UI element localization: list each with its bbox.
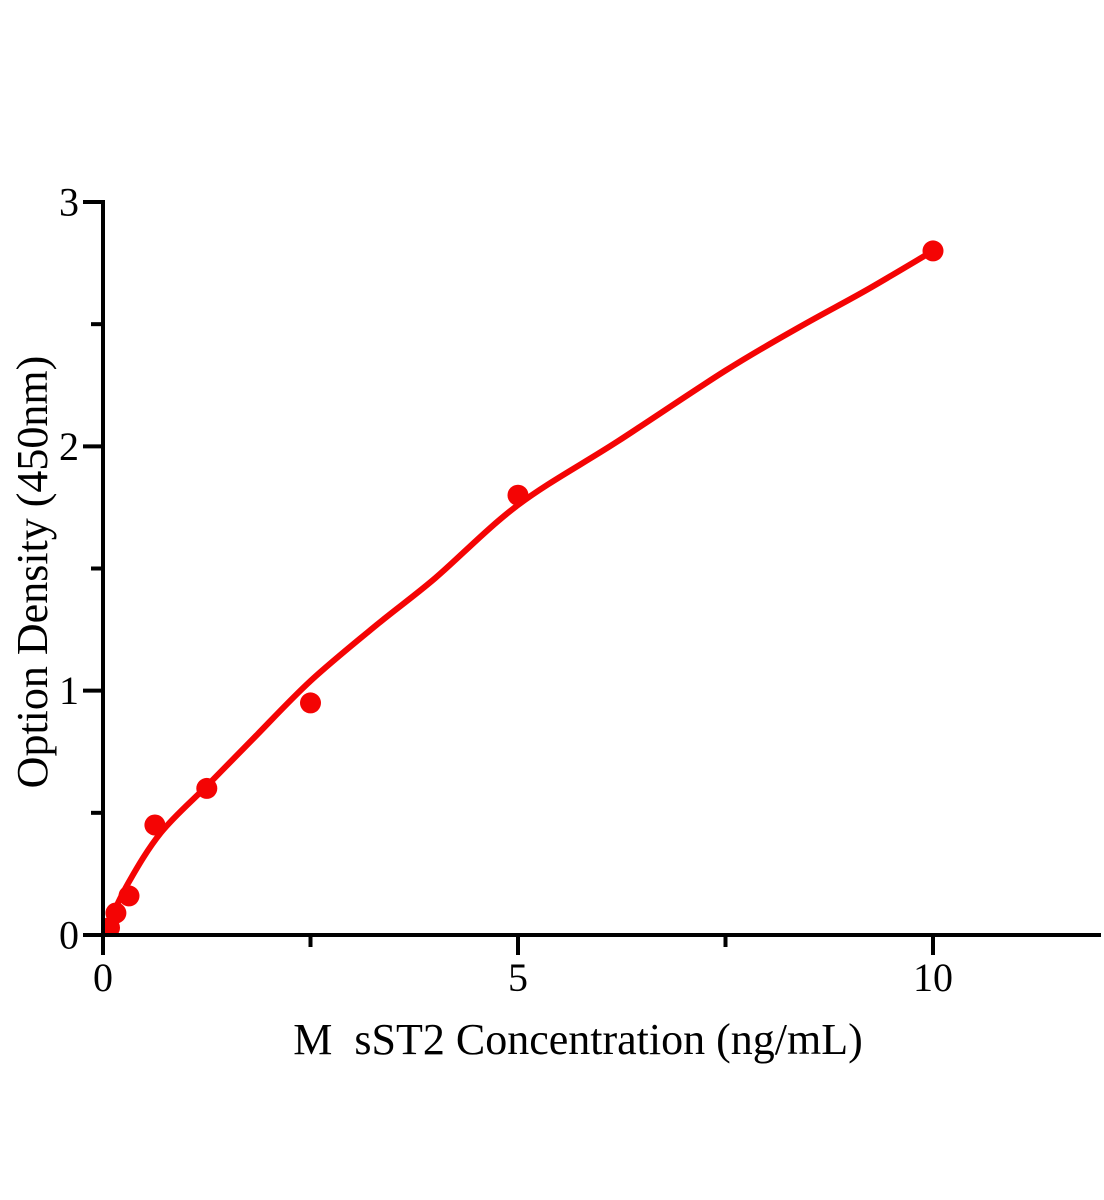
x-axis-title: M sST2 Concentration (ng/mL) — [293, 1015, 863, 1064]
y-axis-title: Option Density (450nm) — [8, 355, 57, 789]
data-point — [507, 484, 529, 506]
series-layer — [101, 240, 944, 937]
x-tick-label: 5 — [508, 955, 528, 1000]
data-point — [922, 240, 944, 262]
data-point — [196, 777, 218, 799]
y-tick-label: 1 — [59, 668, 79, 713]
x-tick-label: 10 — [913, 955, 953, 1000]
tick-labels-layer: 0 5 10 0 1 2 3 — [59, 180, 953, 1001]
data-point — [144, 814, 166, 836]
data-point — [105, 902, 127, 924]
axes-layer — [83, 200, 1101, 955]
data-point — [118, 885, 140, 907]
data-point — [300, 692, 321, 714]
y-tick-label: 3 — [59, 180, 79, 225]
x-tick-label: 0 — [93, 955, 113, 1000]
fit-curve-line — [101, 247, 936, 937]
y-tick-label: 0 — [59, 913, 79, 958]
y-tick-label: 2 — [59, 424, 79, 469]
